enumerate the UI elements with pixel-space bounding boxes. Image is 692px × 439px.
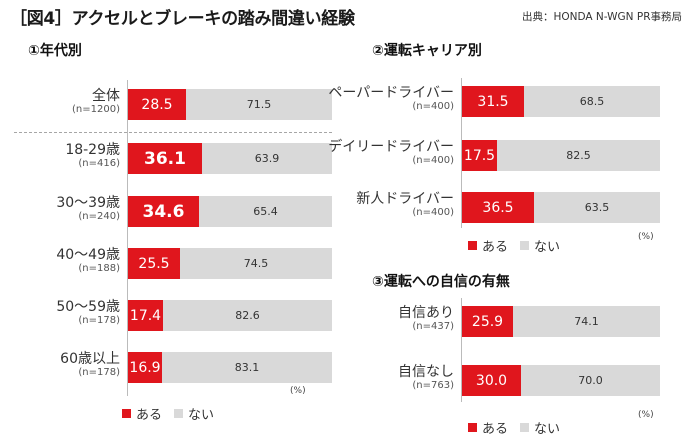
panel-title: ①年代別 (28, 43, 82, 59)
bar-segment-yes: 36.1 (128, 143, 202, 174)
sample-size-label: (n=240) (78, 211, 120, 222)
panel-title: ②運転キャリア別 (372, 43, 482, 59)
legend: ある ない (468, 418, 572, 437)
legend-item-yes: ある (468, 418, 508, 437)
category-axis-line (127, 80, 128, 396)
sample-size-label: (n=437) (412, 321, 454, 332)
category-label: ペーパードライバー (328, 85, 454, 101)
sample-size-label: (n=1200) (72, 104, 120, 115)
sample-size-label: (n=178) (78, 315, 120, 326)
category-label: 自信あり (398, 305, 454, 321)
legend: ある ない (468, 236, 572, 255)
bar-segment-no: 74.1 (513, 306, 660, 337)
category-label: 自信なし (398, 364, 454, 380)
bar-segment-yes: 25.5 (128, 248, 180, 279)
bar-segment-no: 65.4 (199, 196, 332, 227)
category-label: デイリードライバー (328, 139, 454, 155)
bar-segment-yes: 34.6 (128, 196, 199, 227)
sample-size-label: (n=400) (412, 155, 454, 166)
legend-item-yes: ある (468, 236, 508, 255)
legend-label: ない (534, 240, 561, 255)
sample-size-label: (n=178) (78, 367, 120, 378)
bar-segment-no: 82.6 (163, 300, 332, 331)
category-axis-line (461, 298, 462, 402)
sample-size-label: (n=416) (78, 158, 120, 169)
bar-segment-no: 70.0 (521, 365, 660, 396)
bar-segment-no: 63.9 (202, 143, 332, 174)
legend-label: ない (188, 408, 215, 423)
sample-size-label: (n=400) (412, 101, 454, 112)
legend-swatch-icon (520, 241, 530, 250)
legend-label: ある (482, 240, 509, 255)
bar-segment-no: 74.5 (180, 248, 332, 279)
unit-label: (%) (290, 386, 306, 396)
bar-segment-yes: 16.9 (128, 352, 162, 383)
legend-label: ある (482, 422, 509, 437)
bar-segment-no: 83.1 (162, 352, 332, 383)
legend-item-yes: ある (122, 404, 162, 423)
source-note: 出典：HONDA N-WGN PR事務局 (522, 11, 682, 23)
legend-label: ない (534, 422, 561, 437)
panel-title: ③運転への自信の有無 (372, 274, 510, 290)
category-label: 60歳以上 (60, 351, 120, 367)
bar-segment-no: 71.5 (186, 89, 332, 120)
legend-swatch-icon (174, 409, 184, 418)
legend-item-no: ない (520, 418, 560, 437)
bar-segment-yes: 17.5 (462, 140, 497, 171)
bar-segment-no: 82.5 (497, 140, 660, 171)
bar-segment-yes: 17.4 (128, 300, 163, 331)
category-axis-line (461, 78, 462, 228)
bar-segment-yes: 36.5 (462, 192, 534, 223)
category-label: 新人ドライバー (356, 191, 454, 207)
divider-dashed-line (14, 132, 332, 133)
legend-swatch-icon (122, 409, 131, 418)
category-label: 全体 (92, 88, 120, 104)
bar-segment-yes: 25.9 (462, 306, 513, 337)
sample-size-label: (n=188) (78, 263, 120, 274)
unit-label: (%) (638, 410, 654, 420)
bar-segment-yes: 31.5 (462, 86, 524, 117)
category-label: 30～39歳 (56, 195, 120, 211)
bar-segment-yes: 28.5 (128, 89, 186, 120)
legend-swatch-icon (468, 241, 477, 250)
legend-item-no: ない (520, 236, 560, 255)
figure-title: ［図4］アクセルとブレーキの踏み間違い経験 (10, 9, 355, 29)
sample-size-label: (n=763) (412, 380, 454, 391)
bar-segment-no: 63.5 (534, 192, 660, 223)
sample-size-label: (n=400) (412, 207, 454, 218)
bar-segment-no: 68.5 (524, 86, 660, 117)
category-label: 18-29歳 (65, 142, 120, 158)
legend-swatch-icon (520, 423, 530, 432)
category-label: 40～49歳 (56, 247, 120, 263)
category-label: 50～59歳 (56, 299, 120, 315)
legend-label: ある (136, 408, 163, 423)
legend-item-no: ない (174, 404, 214, 423)
bar-segment-yes: 30.0 (462, 365, 521, 396)
legend: ある ない (122, 404, 226, 423)
legend-swatch-icon (468, 423, 477, 432)
unit-label: (%) (638, 232, 654, 242)
